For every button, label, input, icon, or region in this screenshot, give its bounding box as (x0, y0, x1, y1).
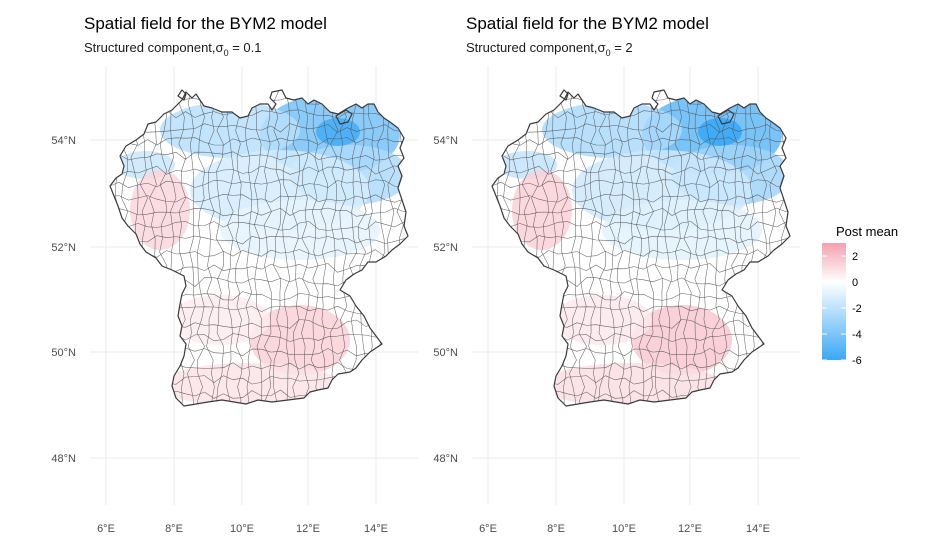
x-tick-label: 10°E (612, 523, 636, 535)
y-tick-label: 54°N (51, 135, 76, 147)
legend-tick-label: -2 (852, 303, 862, 315)
panel-title: Spatial field for the BYM2 model (84, 14, 327, 33)
field-region (160, 102, 300, 158)
subtitle-text: Structured component, (84, 40, 216, 55)
x-tick-label: 12°E (296, 523, 320, 535)
x-tick-label: 12°E (678, 523, 702, 535)
field-region (542, 102, 682, 158)
sigma-subscript: 0 (224, 48, 229, 58)
map-panel-left: Spatial field for the BYM2 model Structur… (51, 14, 418, 535)
map-panel-right: Spatial field for the BYM2 model Structur… (433, 14, 800, 535)
field-region (110, 270, 170, 330)
panel-title: Spatial field for the BYM2 model (466, 14, 709, 33)
legend-tick-label: -4 (852, 329, 862, 341)
germany-map (491, 89, 791, 407)
legend-colorbar (822, 243, 846, 360)
sigma-value: = 0.1 (229, 40, 262, 55)
panel-subtitle: Structured component,σ0 = 0.1 (84, 40, 261, 58)
field-region (512, 170, 572, 250)
field-region (492, 270, 552, 330)
field-region (320, 380, 380, 406)
subtitle-text: Structured component, (466, 40, 598, 55)
island (717, 109, 735, 125)
island (559, 89, 569, 101)
field-region (130, 170, 190, 250)
y-tick-label: 48°N (433, 453, 458, 465)
island (335, 109, 353, 125)
x-tick-label: 10°E (230, 523, 254, 535)
x-tick-label: 6°E (479, 523, 497, 535)
legend-tick-label: 0 (852, 277, 858, 289)
legend-title: Post mean (836, 224, 898, 239)
sigma-subscript: 0 (606, 48, 611, 58)
germany-map (109, 89, 409, 407)
panel-subtitle: Structured component,σ0 = 2 (466, 40, 633, 58)
island (177, 89, 187, 101)
x-tick-label: 14°E (746, 523, 770, 535)
x-tick-label: 6°E (97, 523, 115, 535)
x-tick-label: 14°E (364, 523, 388, 535)
y-tick-label: 50°N (51, 347, 76, 359)
x-tick-label: 8°E (547, 523, 565, 535)
field-region (160, 363, 340, 406)
sigma-symbol: σ (216, 40, 224, 55)
y-tick-label: 48°N (51, 453, 76, 465)
field-region (702, 380, 762, 406)
legend-tick-label: 2 (852, 251, 858, 263)
y-tick-label: 50°N (433, 347, 458, 359)
x-tick-label: 8°E (165, 523, 183, 535)
sigma-symbol: σ (598, 40, 606, 55)
y-tick-label: 54°N (433, 135, 458, 147)
sigma-value: = 2 (611, 40, 633, 55)
y-tick-label: 52°N (51, 242, 76, 254)
district-boundaries (110, 90, 408, 406)
legend: Post mean 2 0 -2 -4 -6 (822, 224, 898, 367)
field-region (542, 363, 722, 406)
legend-tick-label: -6 (852, 355, 862, 367)
y-tick-label: 52°N (433, 242, 458, 254)
